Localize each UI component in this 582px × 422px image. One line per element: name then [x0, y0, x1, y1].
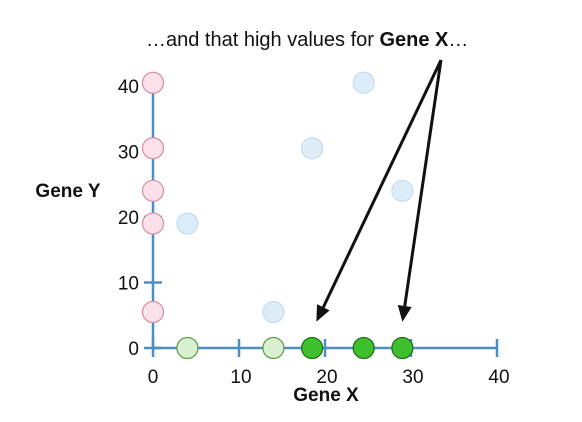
data-point — [141, 179, 165, 202]
y-tick-label: 30 — [118, 143, 139, 164]
data-point — [176, 212, 199, 235]
y-tick-label: 10 — [118, 274, 139, 295]
data-point — [141, 137, 165, 160]
data-point — [141, 212, 165, 235]
data-point — [262, 300, 285, 324]
data-point — [352, 336, 375, 360]
annotation-arrow-shaft — [321, 59, 443, 308]
x-tick-label: 10 — [230, 367, 251, 388]
x-tick-label: 20 — [316, 367, 337, 388]
data-point — [176, 336, 199, 360]
annotation-arrow-head — [397, 305, 412, 322]
caption-suffix: … — [448, 29, 468, 51]
x-tick-label: 0 — [148, 367, 159, 388]
x-axis-label: Gene X — [293, 385, 359, 406]
x-tick-label: 40 — [488, 367, 509, 388]
caption-prefix: …and that high values for — [146, 29, 379, 51]
data-point — [391, 336, 414, 360]
annotation-arrow-head — [316, 304, 330, 322]
data-point — [301, 336, 324, 360]
y-tick-label: 40 — [118, 77, 139, 98]
y-tick-label: 0 — [128, 339, 139, 360]
data-point — [141, 71, 165, 94]
data-point — [391, 179, 414, 202]
data-point — [141, 300, 165, 324]
data-point — [352, 71, 375, 94]
data-point — [262, 336, 285, 360]
annotation-arrow-shaft — [403, 59, 443, 307]
data-points — [141, 71, 414, 360]
y-axis-label: Gene Y — [35, 181, 100, 202]
chart-caption: …and that high values for Gene X… — [146, 29, 468, 51]
annotation-arrows — [316, 59, 443, 322]
data-point — [301, 137, 324, 160]
axis-ticks: 0 10 20 30 40 0 10 20 30 40 — [118, 77, 510, 388]
x-tick-label: 30 — [402, 367, 423, 388]
y-tick-label: 20 — [118, 208, 139, 229]
caption-emphasis: Gene X — [379, 29, 449, 51]
